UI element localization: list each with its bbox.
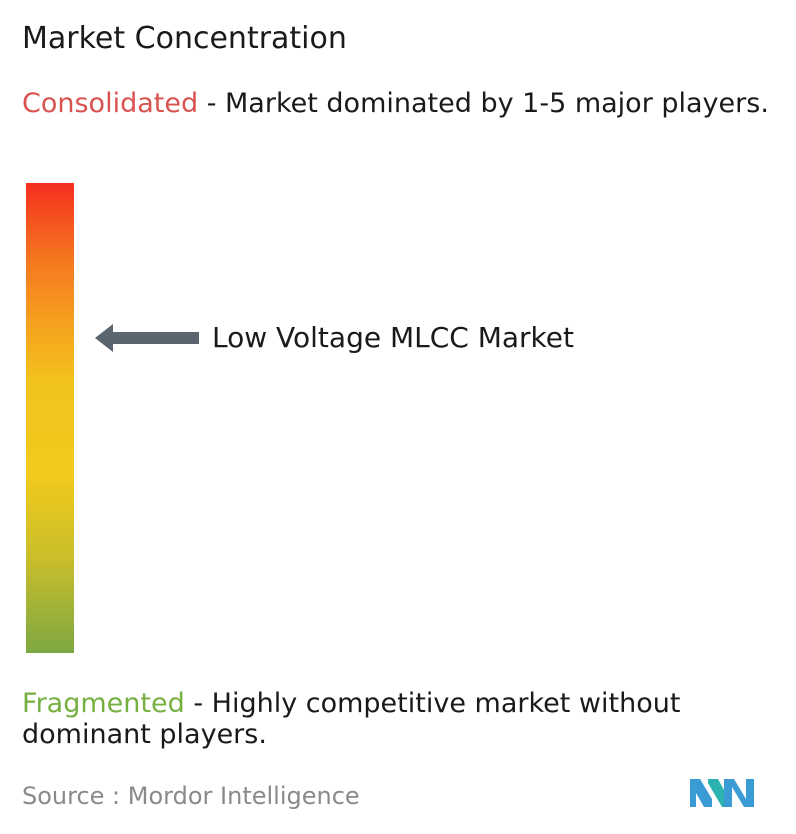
fragmented-text: - Highly competitive market without domi… (22, 688, 681, 750)
fragmented-description: Fragmented - Highly competitive market w… (22, 688, 782, 750)
market-marker-arrow-icon (95, 321, 201, 355)
consolidated-label: Consolidated (22, 88, 199, 119)
consolidated-description: Consolidated - Market dominated by 1-5 m… (22, 88, 782, 119)
chart-title: Market Concentration (22, 21, 347, 56)
concentration-scale-bar (26, 183, 74, 653)
market-marker-label: Low Voltage MLCC Market (212, 321, 574, 355)
fragmented-label: Fragmented (22, 688, 185, 719)
mordor-intelligence-logo-icon (690, 771, 754, 809)
consolidated-text: - Market dominated by 1-5 major players. (206, 88, 769, 119)
source-credit: Source : Mordor Intelligence (22, 782, 360, 810)
